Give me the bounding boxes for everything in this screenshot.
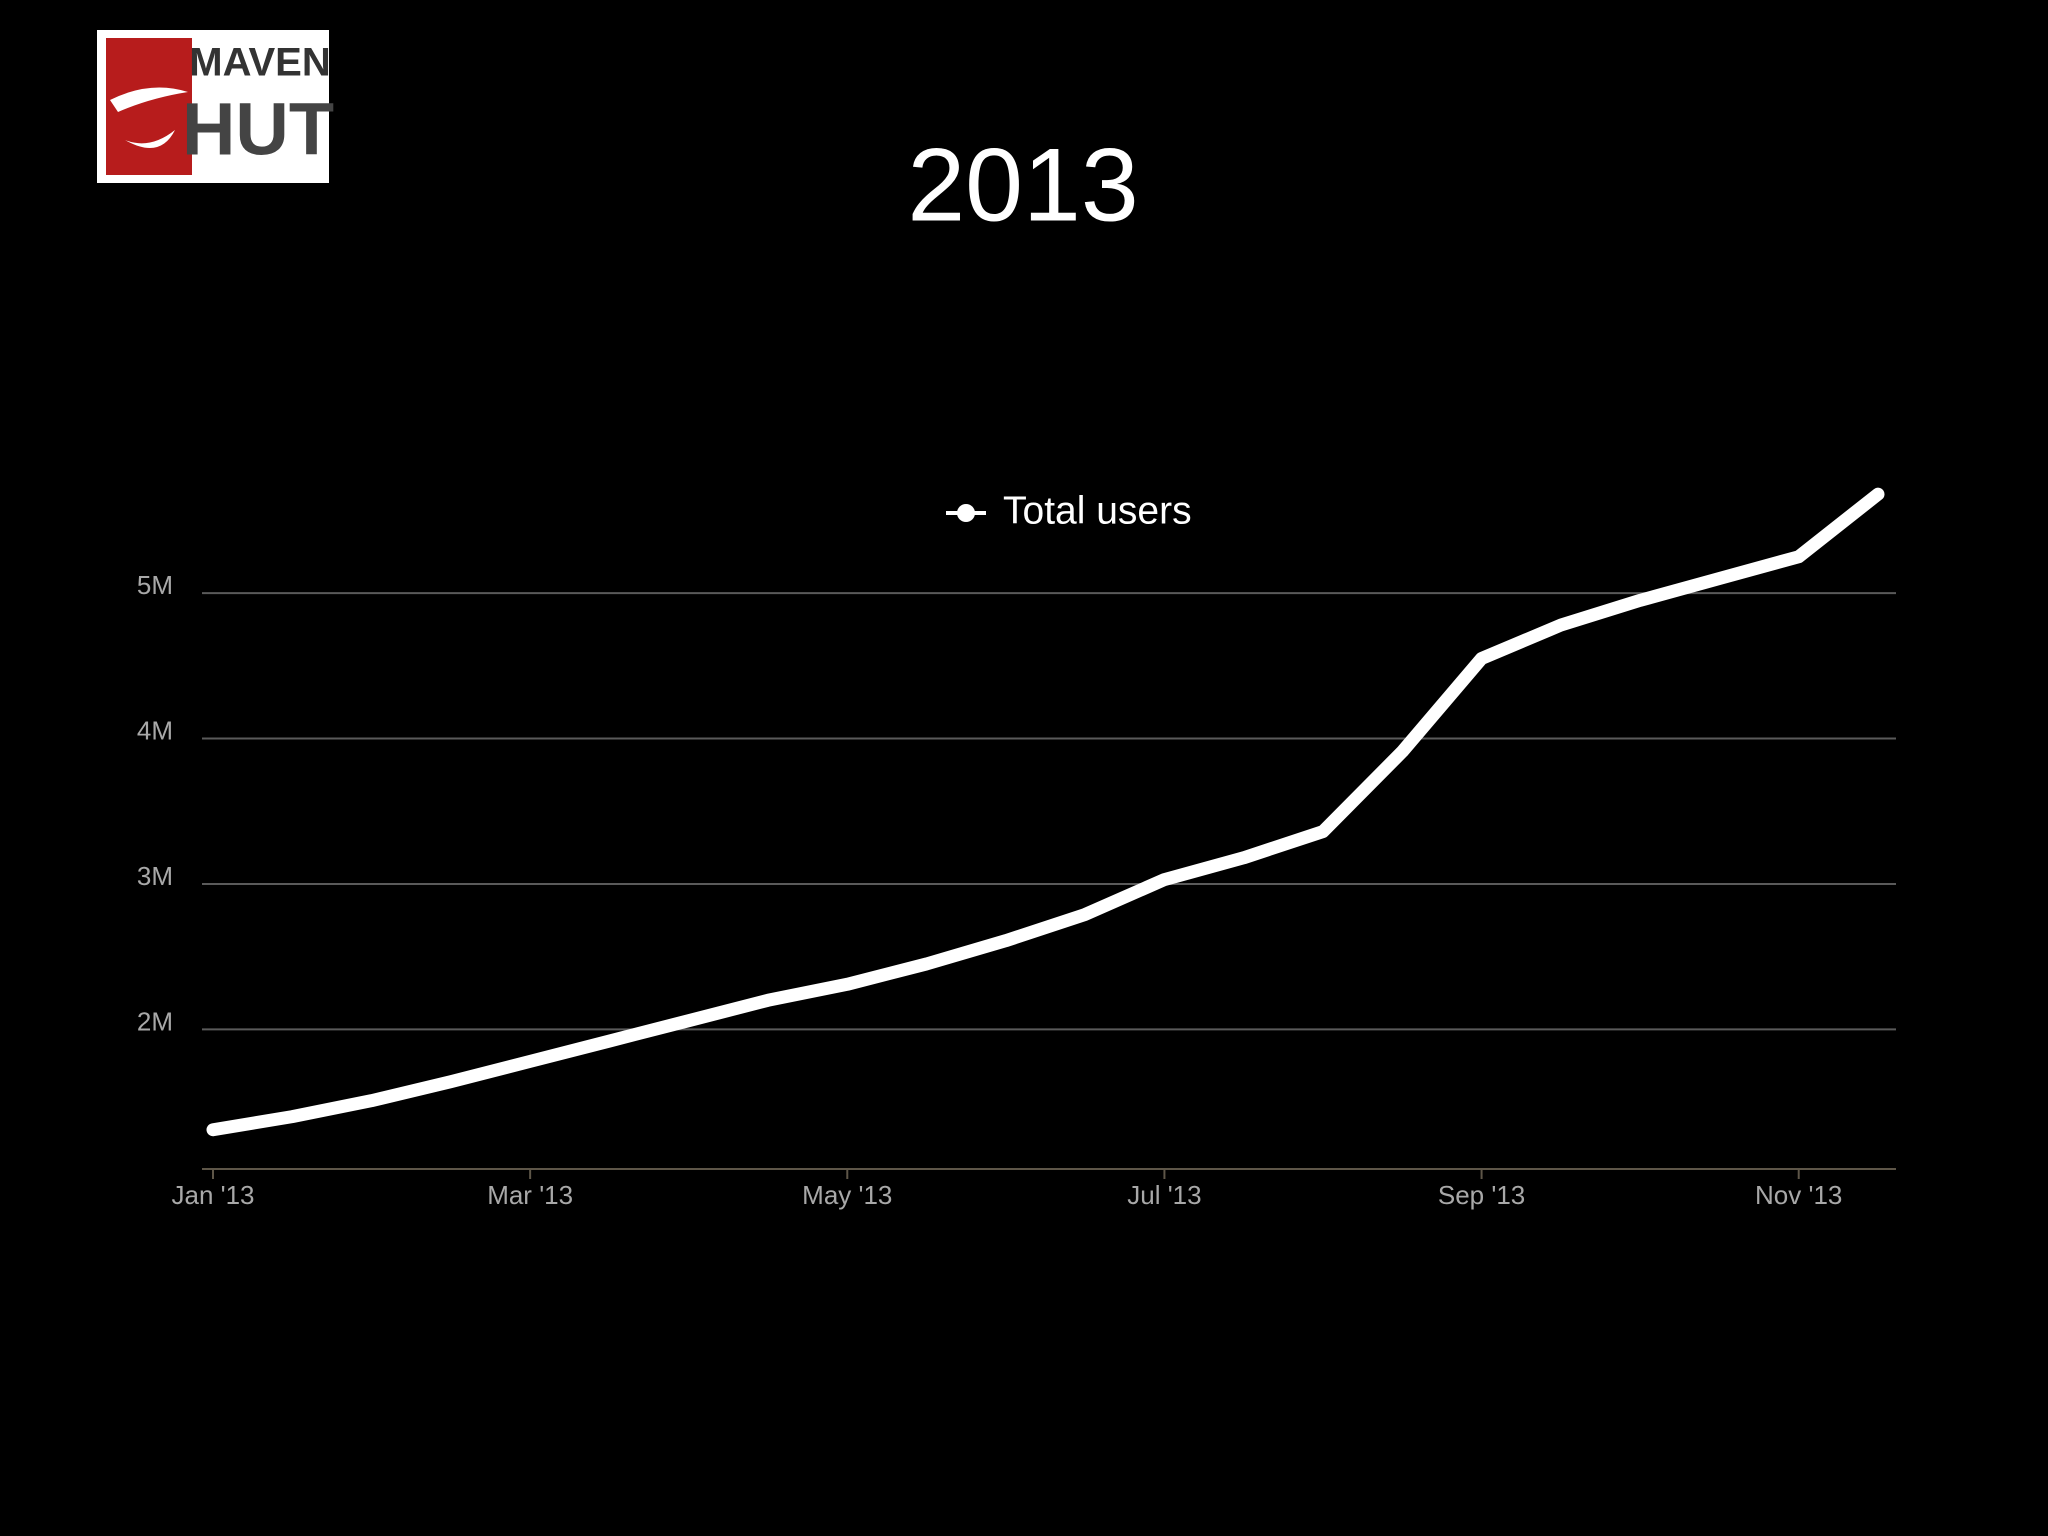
plot: 2M 3M 4M 5M Jan '13 Mar '13 May '13 Jul '13 Sep … xyxy=(137,487,1896,1210)
y-tick-label: 3M xyxy=(137,861,173,891)
legend-label: Total users xyxy=(1003,489,1192,532)
y-tick-label: 2M xyxy=(137,1006,173,1036)
logo-swoosh xyxy=(110,87,188,112)
line xyxy=(206,487,1885,1137)
logo-smile xyxy=(125,130,175,148)
logo-text: MAVEN xyxy=(189,41,330,85)
x-tick-label: Nov '13 xyxy=(1755,1180,1842,1210)
x-tick-label: May '13 xyxy=(802,1180,892,1210)
x-tick-label: Mar '13 xyxy=(487,1180,573,1210)
logo: MAVEN HUT xyxy=(97,30,334,183)
y-tick-label: 5M xyxy=(137,570,173,600)
logo-text: HUT xyxy=(182,88,334,171)
x-tick-label: Jan '13 xyxy=(171,1180,254,1210)
x-tick-label: Sep '13 xyxy=(1438,1180,1525,1210)
x-tick-label: Jul '13 xyxy=(1127,1180,1201,1210)
y-tick-label: 4M xyxy=(137,715,173,745)
legend-symbol xyxy=(957,504,975,522)
chart-title: 2013 xyxy=(907,127,1138,243)
